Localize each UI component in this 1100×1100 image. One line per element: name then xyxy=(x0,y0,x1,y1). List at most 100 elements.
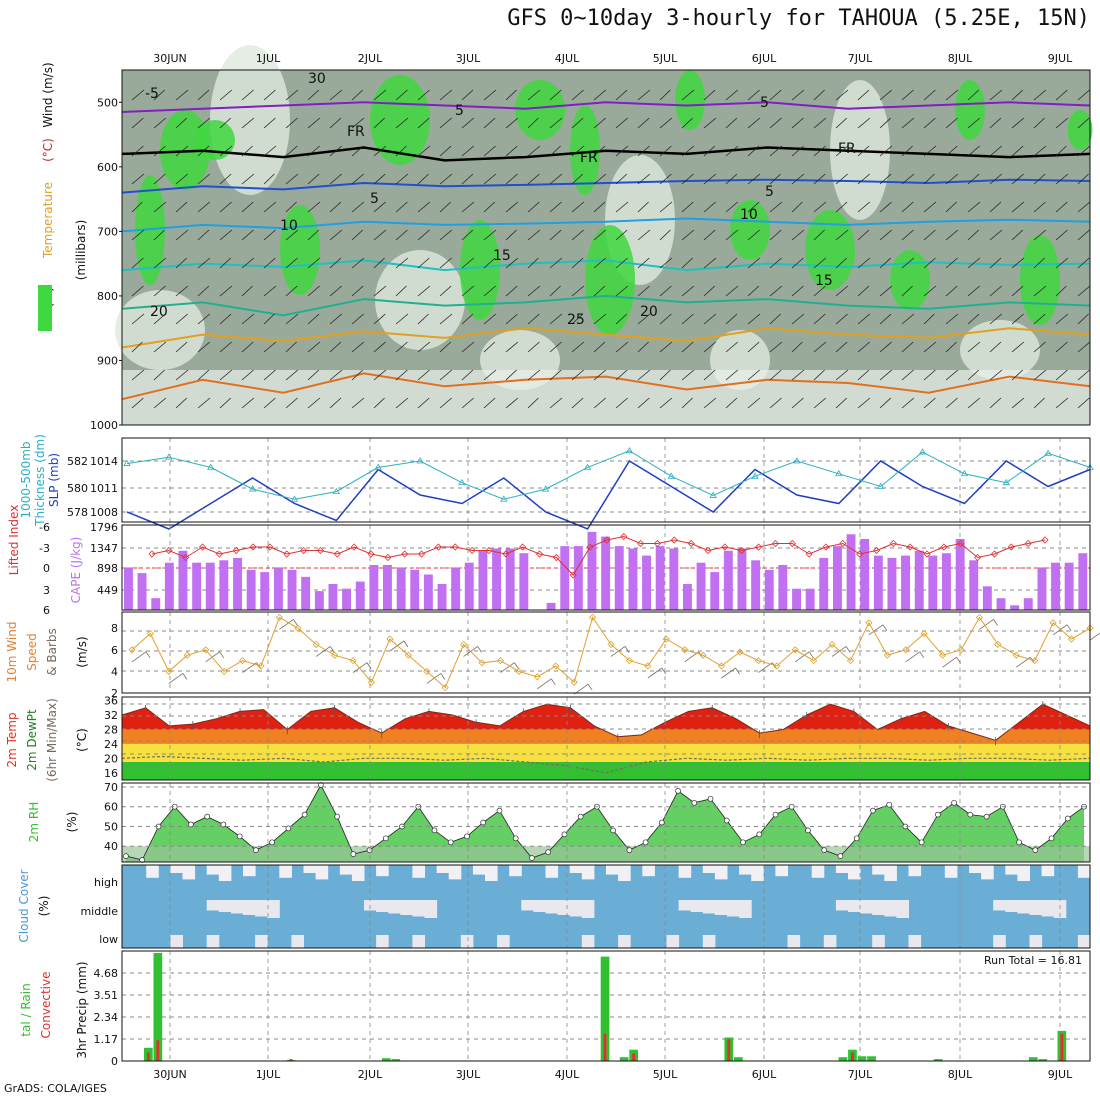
wind-barb xyxy=(549,201,562,213)
rh2m-marker xyxy=(301,811,308,818)
wind-barb xyxy=(241,145,253,157)
panel-2m-rh xyxy=(121,782,1091,863)
cloud-mid-gap xyxy=(727,900,740,917)
thickness-marker xyxy=(207,463,215,470)
y-tick-label: 700 xyxy=(97,225,118,238)
ylabel-wind-unit: (m/s) xyxy=(75,636,89,667)
wind-barb xyxy=(593,397,606,409)
cape-bar xyxy=(287,569,297,610)
wind-barb xyxy=(527,369,541,381)
cape-bar xyxy=(274,567,283,610)
ylabel-thickness-2: Thickness (dm) xyxy=(33,434,47,527)
wind-barb xyxy=(505,397,519,409)
wind-barb xyxy=(263,201,277,213)
wind-barb xyxy=(439,89,453,101)
wind-barb xyxy=(329,117,342,129)
isotherm-FR xyxy=(121,146,1091,162)
wind-speed-marker xyxy=(681,646,689,654)
precip-total-bar xyxy=(734,1057,743,1061)
wind-barb xyxy=(791,173,805,185)
wind-barb-feather xyxy=(1066,624,1072,632)
wind-barb xyxy=(1033,117,1045,129)
wind-barb xyxy=(703,369,716,381)
wind-barb xyxy=(1011,369,1024,381)
wind-barb xyxy=(131,397,144,409)
wind-barb xyxy=(769,145,783,157)
cloud-low-gap xyxy=(206,935,220,948)
wind-barb xyxy=(967,201,981,213)
wind-barb xyxy=(263,397,276,409)
wind-speed-marker xyxy=(496,657,505,665)
wind-speed-marker xyxy=(920,630,928,638)
rh2m-marker xyxy=(334,813,340,820)
wind-barb-10m xyxy=(831,646,847,657)
precip-total-bar xyxy=(1028,1057,1038,1061)
wind-barb xyxy=(1077,341,1091,353)
cloud-low-gap xyxy=(1029,935,1043,948)
lifted-index-marker xyxy=(788,539,796,548)
precip-conv-bar xyxy=(727,1039,731,1061)
wind-barb xyxy=(175,117,188,129)
wind-barb xyxy=(989,313,1002,325)
panel-li-cape xyxy=(121,524,1091,611)
wind-barb xyxy=(769,173,781,185)
wind-barb xyxy=(857,341,870,353)
wind-barb xyxy=(593,201,606,213)
wind-barb xyxy=(637,369,651,381)
ylabel-rh-unit: (%) xyxy=(65,812,79,833)
wind-barb xyxy=(703,229,716,241)
wind-barb xyxy=(549,229,562,241)
wind-barb xyxy=(835,145,849,157)
wind-barb xyxy=(505,257,519,269)
wind-barb xyxy=(769,229,782,241)
cloud-high-gap xyxy=(569,865,583,873)
rh2m-marker xyxy=(382,835,389,842)
wind-barb xyxy=(395,229,408,241)
wind-barb xyxy=(967,89,980,101)
wind-barb xyxy=(879,341,892,353)
thickness-marker xyxy=(583,463,592,470)
ylabel-slp: SLP (mb) xyxy=(47,453,61,507)
wind-barb xyxy=(549,369,562,381)
x-tick-top: 2JUL xyxy=(358,52,383,65)
wind-barb xyxy=(1077,89,1090,101)
rh2m-marker xyxy=(1032,847,1039,853)
wind-barb xyxy=(791,313,805,325)
wind-speed-marker xyxy=(644,662,652,670)
rh2m-marker xyxy=(1048,835,1055,842)
wind-barb xyxy=(1055,89,1068,101)
wind-barb xyxy=(967,257,981,269)
cloud-mid-gap xyxy=(993,900,1006,911)
wind-barb xyxy=(1077,313,1089,325)
cloud-high-gap xyxy=(279,865,292,878)
rh2m-marker xyxy=(853,835,860,842)
wind-barb xyxy=(263,229,276,241)
wind-barb xyxy=(725,229,738,241)
wind-barb xyxy=(131,257,144,269)
cloud-mid-gap xyxy=(739,900,752,918)
cape-bar xyxy=(764,569,774,610)
thickness-marker xyxy=(960,469,969,477)
lifted-index-marker xyxy=(923,550,931,558)
wind-barb xyxy=(769,257,782,269)
wind-barb xyxy=(901,313,915,325)
lifted-index-marker xyxy=(316,546,325,555)
wind-barb xyxy=(857,145,870,157)
wind-barb xyxy=(417,341,431,353)
wind-barb-feather xyxy=(808,651,814,659)
ylabel-precip-total: tal / Rain xyxy=(19,983,33,1036)
wind-barb xyxy=(769,285,783,297)
wind-barb xyxy=(1055,173,1069,185)
wind-barb xyxy=(1033,173,1046,185)
lifted-index-marker xyxy=(805,550,813,558)
wind-barb xyxy=(153,341,167,353)
wind-barb xyxy=(175,145,189,157)
x-tick-bottom: 3JUL xyxy=(456,1068,481,1081)
cloud-low-gap xyxy=(255,935,268,948)
lifted-index-marker xyxy=(535,550,544,558)
wind-barb xyxy=(307,285,320,297)
wind-barb xyxy=(571,313,584,325)
wind-barb xyxy=(483,229,497,241)
lifted-index-marker xyxy=(906,543,914,551)
cape-bar xyxy=(178,550,188,610)
